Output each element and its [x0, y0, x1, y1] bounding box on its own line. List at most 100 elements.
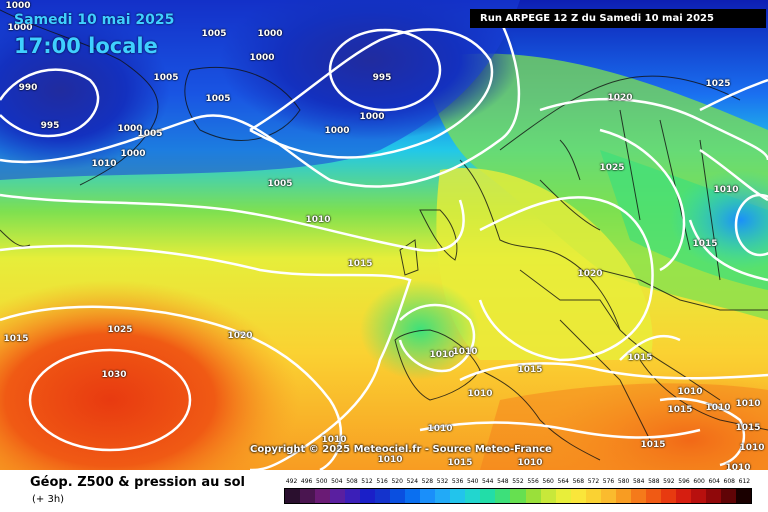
forecast-time: 17:00 locale — [14, 34, 158, 58]
scale-swatch — [645, 489, 661, 503]
isobar-label: 995 — [372, 73, 392, 83]
weather-map: 1000 1000 1005 1000 1000 1005 995 990 1005 995 100… — [0, 0, 768, 470]
scale-label: 536 — [451, 478, 464, 485]
scale-swatch — [360, 489, 376, 503]
isobar-label: 1005 — [205, 94, 231, 104]
scale-label: 524 — [406, 478, 419, 485]
scale-label: 604 — [708, 478, 720, 485]
isobar-label: 1015 — [517, 365, 543, 375]
scale-swatch — [585, 489, 601, 503]
scale-label: 504 — [331, 478, 343, 485]
scale-label: 520 — [391, 478, 403, 485]
isobar-label: 995 — [40, 121, 60, 131]
isobar-label: 1020 — [607, 93, 633, 103]
isobar-label: 1015 — [3, 334, 29, 344]
isobar-label: 1010 — [467, 389, 493, 399]
scale-swatch — [495, 489, 511, 503]
scale-label: 500 — [316, 478, 328, 485]
scale-swatch — [480, 489, 496, 503]
isobar-label: 1025 — [599, 163, 625, 173]
isobar-label: 1010 — [725, 463, 751, 470]
color-scale: 492 496 500 504 508 512 516 520 524 528 532 536 540 5… — [284, 478, 752, 508]
scale-swatch — [570, 489, 586, 503]
scale-colors — [284, 488, 752, 504]
scale-label: 596 — [678, 478, 690, 485]
map-subtitle: (+ 3h) — [32, 494, 65, 505]
isobar-label: 1000 — [7, 23, 33, 33]
isobar-label: 1000 — [249, 53, 275, 63]
isobar-label: 1030 — [101, 370, 127, 380]
scale-label: 556 — [527, 478, 539, 485]
scale-swatch — [345, 489, 361, 503]
isobar-label: 1015 — [447, 458, 473, 468]
scale-label: 532 — [436, 478, 449, 485]
isobar-label: 1025 — [107, 325, 133, 335]
scale-label: 564 — [557, 478, 569, 485]
scale-swatch — [420, 489, 436, 503]
scale-swatch — [390, 489, 406, 503]
scale-label: 508 — [346, 478, 358, 485]
coastlines — [0, 9, 768, 461]
isobar-label: 1005 — [267, 179, 293, 189]
isobar-label: 1025 — [705, 79, 731, 89]
scale-label: 600 — [693, 478, 705, 485]
isobar-label: 1015 — [692, 239, 718, 249]
isobar-label: 1000 — [324, 126, 350, 136]
scale-label: 492 — [285, 478, 298, 485]
scale-swatch — [315, 489, 331, 503]
scale-swatch — [540, 489, 556, 503]
isobar-label: 1010 — [427, 424, 453, 434]
scale-swatch — [465, 489, 481, 503]
scale-swatch — [510, 489, 526, 503]
scale-swatch — [435, 489, 451, 503]
scale-label: 540 — [466, 478, 479, 485]
scale-swatch — [450, 489, 466, 503]
run-info-box: Run ARPEGE 12 Z du Samedi 10 mai 2025 — [470, 9, 766, 28]
scale-label: 516 — [376, 478, 388, 485]
forecast-date: Samedi 10 mai 2025 — [14, 12, 175, 28]
isobar-label: 1015 — [735, 423, 761, 433]
scale-label: 592 — [663, 478, 675, 485]
scale-label: 544 — [482, 478, 494, 485]
scale-label: 560 — [542, 478, 554, 485]
scale-label: 548 — [497, 478, 509, 485]
scale-swatch — [405, 489, 421, 503]
scale-label: 512 — [361, 478, 373, 485]
isobar-label: 1010 — [91, 159, 117, 169]
scale-label: 588 — [648, 478, 660, 485]
map-canvas — [0, 0, 768, 470]
scale-label: 552 — [512, 478, 524, 485]
isobar-label: 1010 — [429, 350, 455, 360]
scale-label: 580 — [617, 478, 630, 485]
scale-label: 496 — [300, 478, 313, 485]
isobar-label: 1015 — [667, 405, 693, 415]
scale-label: 568 — [572, 478, 585, 485]
scale-swatch — [675, 489, 691, 503]
scale-swatch — [735, 489, 751, 503]
scale-label: 528 — [421, 478, 434, 485]
scale-swatch — [705, 489, 721, 503]
isobar-label: 1010 — [705, 403, 731, 413]
scale-labels: 492 496 500 504 508 512 516 520 524 528 532 536 540 5… — [284, 478, 752, 488]
isobar-label: 1015 — [347, 259, 373, 269]
isobar-label: 1005 — [201, 29, 227, 39]
isobar-label: 1015 — [640, 440, 666, 450]
scale-label: 572 — [587, 478, 600, 485]
isobar-label: 1010 — [305, 215, 331, 225]
scale-swatch — [615, 489, 631, 503]
isobar-label: 1010 — [452, 347, 478, 357]
isobar-label: 1010 — [735, 399, 761, 409]
scale-swatch — [375, 489, 391, 503]
isobar-label: 1010 — [677, 387, 703, 397]
scale-label: 612 — [738, 478, 751, 485]
isobar-label: 1010 — [739, 443, 765, 453]
scale-swatch — [300, 489, 316, 503]
isobar-label: 1020 — [227, 331, 253, 341]
scale-swatch — [630, 489, 646, 503]
isobar-label: 1000 — [359, 112, 385, 122]
scale-swatch — [660, 489, 676, 503]
scale-swatch — [690, 489, 706, 503]
isobar-label: 990 — [18, 83, 38, 93]
isobar-label: 1000 — [5, 1, 31, 11]
scale-label: 576 — [602, 478, 615, 485]
